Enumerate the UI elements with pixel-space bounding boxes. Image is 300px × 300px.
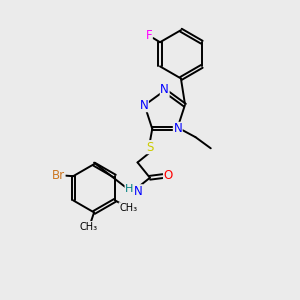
Text: N: N [140,99,148,112]
Text: Br: Br [52,169,65,182]
Text: CH₃: CH₃ [79,222,97,232]
Text: CH₃: CH₃ [119,203,137,213]
Text: F: F [146,29,152,42]
Text: S: S [146,141,154,154]
Text: H: H [125,184,134,194]
Text: N: N [173,122,182,135]
Text: N: N [134,185,142,198]
Text: O: O [164,169,173,182]
Text: N: N [160,83,169,96]
